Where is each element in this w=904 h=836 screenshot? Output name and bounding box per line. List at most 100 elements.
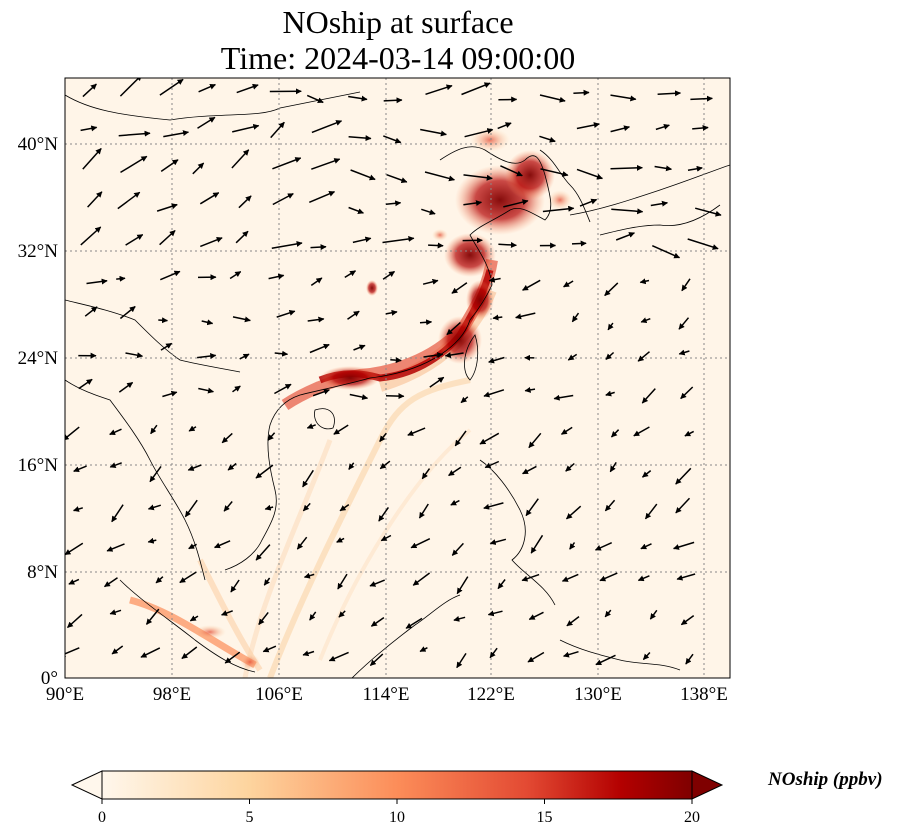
wind-vector: [73, 506, 84, 512]
wind-vector: [120, 155, 148, 174]
wind-vector: [369, 579, 385, 587]
chart-title-line2: Time: 2024-03-14 09:00:00: [220, 40, 576, 76]
x-tick-114E: 114°E: [363, 684, 410, 705]
wind-vector: [309, 611, 317, 621]
wind-vector: [302, 502, 311, 512]
wind-vector: [390, 357, 402, 364]
wind-vector: [657, 90, 681, 97]
wind-vector: [522, 279, 541, 291]
wind-vector: [230, 579, 240, 593]
wind-vector: [274, 383, 292, 395]
gridlines: [65, 78, 730, 678]
wind-vector: [641, 388, 656, 404]
wind-vector: [453, 615, 466, 622]
wind-vector: [232, 316, 251, 323]
wind-vector: [655, 123, 670, 131]
y-tick-0: 0°: [41, 668, 58, 689]
wind-vector: [385, 200, 402, 207]
wind-vector: [640, 317, 651, 324]
wind-vector: [264, 504, 274, 511]
wind-vector: [567, 353, 578, 361]
wind-vector: [463, 174, 493, 181]
wind-vector: [235, 230, 249, 244]
wind-vector: [385, 393, 405, 400]
wind-vector: [687, 238, 719, 250]
wind-vector: [111, 504, 124, 523]
wind-vector: [118, 381, 134, 393]
wind-vector: [187, 464, 202, 471]
wind-vector: [272, 157, 302, 170]
wind-vector: [160, 342, 173, 351]
wind-vector: [456, 652, 467, 669]
wind-vector: [221, 610, 233, 616]
wind-vector: [489, 647, 498, 659]
wind-vector: [487, 610, 503, 617]
wind-vector: [150, 424, 158, 435]
wind-vector: [111, 645, 124, 655]
wind-vector: [385, 309, 398, 316]
wind-vector: [145, 608, 160, 625]
wind-vector: [312, 388, 330, 397]
wind-vector: [497, 579, 506, 590]
wind-vector: [418, 503, 429, 519]
wind-vector: [125, 352, 144, 359]
wind-vector: [309, 191, 336, 203]
wind-vector: [229, 270, 242, 280]
wind-vector: [463, 200, 482, 207]
x-tick-106E: 106°E: [255, 684, 303, 705]
wind-vector: [227, 462, 237, 471]
wind-vector: [444, 352, 464, 359]
wind-vector: [104, 577, 118, 588]
wind-vector: [429, 376, 445, 388]
wind-vector: [423, 352, 444, 359]
colorbar-gradient: [102, 771, 692, 799]
wind-vector: [116, 275, 126, 282]
wind-vector: [231, 149, 250, 169]
wind-vector: [386, 173, 408, 183]
wind-vector: [644, 503, 658, 520]
wind-vector: [380, 534, 392, 542]
wind-vector: [192, 162, 205, 175]
wind-vector: [276, 310, 296, 318]
wind-vector: [184, 499, 198, 518]
wind-vector: [451, 282, 468, 294]
wind-vector: [383, 135, 402, 144]
wind-vector: [147, 537, 157, 544]
wind-vector: [236, 83, 259, 94]
wind-vector: [224, 651, 241, 664]
wind-vector: [239, 353, 250, 360]
wind-vector: [579, 198, 598, 207]
wind-vector: [84, 306, 98, 317]
wind-vector: [539, 135, 556, 143]
wind-vector: [159, 78, 184, 96]
wind-vector: [460, 396, 469, 404]
wind-vector: [561, 573, 579, 582]
wind-vector: [675, 497, 691, 514]
wind-vector: [524, 386, 536, 393]
wind-vector: [258, 611, 269, 625]
wind-vector: [198, 83, 216, 93]
wind-vector: [649, 609, 658, 620]
wind-vector: [238, 195, 252, 209]
wind-vector: [461, 82, 491, 96]
wind-vector: [82, 83, 97, 98]
y-tick-16N: 16°N: [18, 455, 59, 476]
wind-vector: [576, 168, 603, 180]
wind-vector: [198, 387, 214, 394]
wind-vector: [695, 207, 722, 217]
colorbar-extend-min: [70, 770, 103, 800]
wind-vector: [560, 426, 573, 435]
wind-vector: [515, 312, 536, 320]
wind-vector: [68, 578, 80, 585]
wind-vector: [488, 276, 501, 283]
wind-vector: [262, 645, 277, 653]
colorbar: 0 5 10 15 20: [70, 770, 724, 826]
wind-vector: [221, 432, 233, 444]
wind-vector: [424, 171, 455, 182]
wind-vector: [419, 319, 433, 326]
wind-vector: [503, 199, 529, 208]
wind-vector: [270, 121, 285, 139]
wind-vector: [605, 390, 615, 397]
x-tick-138E: 138°E: [680, 684, 728, 705]
wind-vector: [654, 165, 672, 172]
